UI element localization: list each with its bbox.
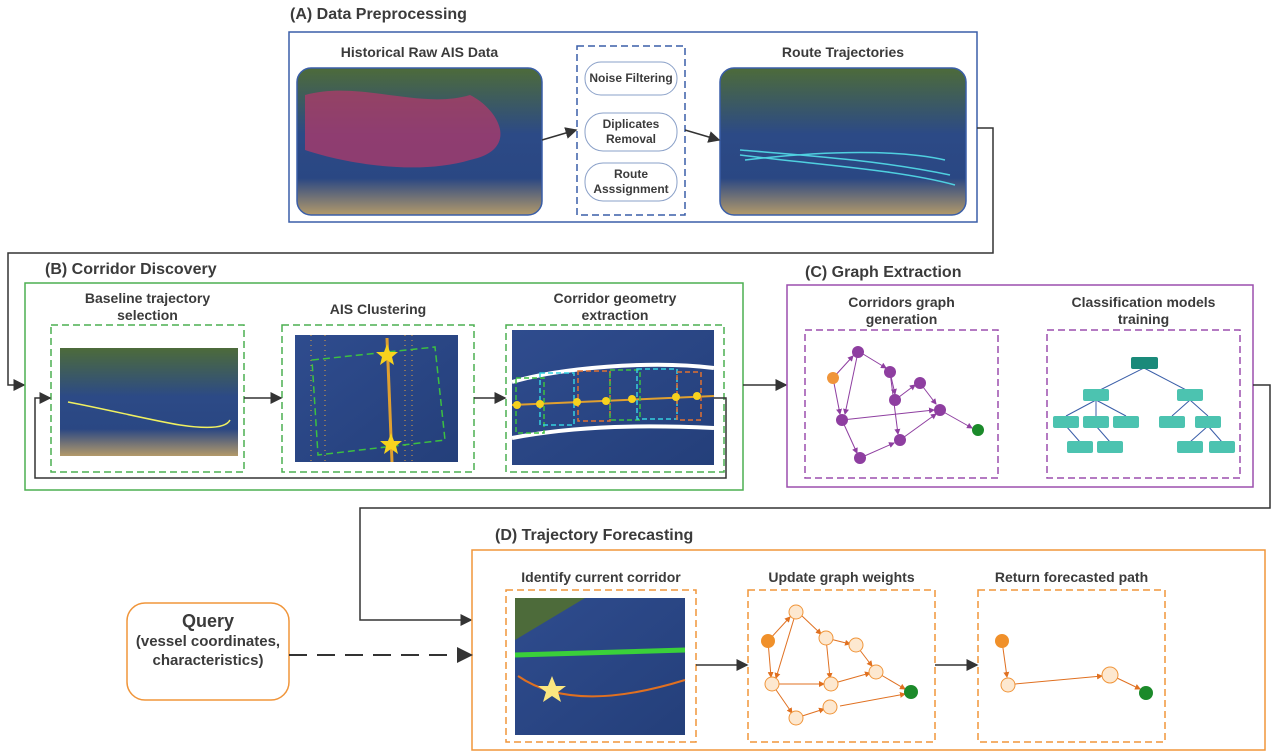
step-label: Route Asssignment bbox=[588, 163, 674, 201]
section-title: (C) Graph Extraction bbox=[805, 264, 961, 281]
panel-title: Return forecasted path bbox=[968, 569, 1175, 586]
section-title: (D) Trajectory Forecasting bbox=[495, 527, 693, 544]
step-label: Diplicates Removal bbox=[590, 113, 672, 151]
panel-title: Historical Raw AIS Data bbox=[297, 44, 542, 61]
map-image bbox=[720, 68, 966, 215]
query-detail: (vessel coordinates, characteristics) bbox=[132, 632, 284, 670]
panel-title: Classification models training bbox=[1050, 294, 1237, 328]
panel-title: Baseline trajectory selection bbox=[65, 290, 230, 324]
step-label: Noise Filtering bbox=[585, 62, 677, 95]
panel-title: Identify current corridor bbox=[496, 569, 706, 586]
section-title: (A) Data Preprocessing bbox=[290, 6, 467, 23]
query-title: Query bbox=[127, 610, 289, 632]
panel-title: AIS Clustering bbox=[282, 301, 474, 318]
panel-title: Route Trajectories bbox=[720, 44, 966, 61]
panel-title: Corridors graph generation bbox=[815, 294, 988, 328]
section-title: (B) Corridor Discovery bbox=[45, 261, 217, 278]
panel-title: Corridor geometry extraction bbox=[520, 290, 710, 324]
panel-title: Update graph weights bbox=[740, 569, 943, 586]
diagram: (A) Data Preprocessing Historical Raw AI… bbox=[0, 0, 1273, 755]
